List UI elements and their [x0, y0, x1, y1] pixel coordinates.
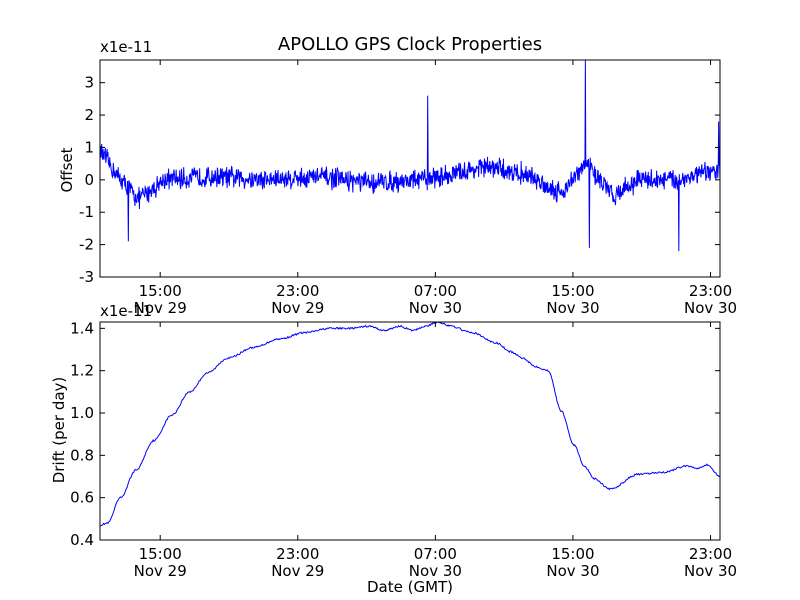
- drift-axes-frame: [99, 321, 721, 541]
- offset-panel: APOLLO GPS Clock Properties x1e-11 Offse…: [58, 34, 737, 317]
- drift-xtick-date: Nov 29: [271, 562, 324, 580]
- drift-y-axis-label: Drift (per day): [50, 377, 68, 484]
- drift-xtick-date: Nov 30: [684, 562, 737, 580]
- offset-xtick-time: 23:00: [689, 282, 732, 300]
- offset-ytick-label: -3: [79, 268, 94, 286]
- drift-xtick-time: 15:00: [551, 545, 594, 563]
- drift-panel: x1e-11 Drift (per day) Date (GMT) 0.4 0.6…: [50, 302, 737, 596]
- offset-xtick-date: Nov 29: [271, 299, 324, 317]
- offset-xtick-date: Nov 29: [134, 299, 187, 317]
- offset-xtick-time: 07:00: [414, 282, 457, 300]
- drift-xtick-date: Nov 29: [134, 562, 187, 580]
- drift-xtick-time: 23:00: [689, 545, 732, 563]
- offset-axes-frame: [99, 59, 721, 278]
- offset-ytick-label: 2: [84, 106, 94, 124]
- drift-ytick-label: 1.0: [70, 404, 94, 422]
- offset-ytick-label: -1: [79, 203, 94, 221]
- drift-xtick-date: Nov 30: [409, 562, 462, 580]
- offset-ytick-label: 1: [84, 138, 94, 156]
- drift-ytick-label: 0.4: [70, 531, 94, 549]
- drift-series-line: [100, 322, 720, 527]
- drift-xtick-time: 23:00: [276, 545, 319, 563]
- drift-ytick-label: 1.4: [70, 319, 94, 337]
- drift-x-axis-label: Date (GMT): [367, 578, 453, 596]
- offset-ytick-label: 3: [84, 74, 94, 92]
- offset-series-line: [100, 60, 720, 252]
- offset-xtick-date: Nov 30: [409, 299, 462, 317]
- drift-ytick-label: 0.8: [70, 446, 94, 464]
- offset-y-axis-label: Offset: [58, 147, 76, 192]
- drift-xtick-time: 07:00: [414, 545, 457, 563]
- offset-xtick-time: 15:00: [551, 282, 594, 300]
- offset-xtick-time: 15:00: [139, 282, 182, 300]
- offset-xtick-date: Nov 30: [684, 299, 737, 317]
- chart-title: APOLLO GPS Clock Properties: [278, 34, 542, 55]
- drift-xtick-date: Nov 30: [546, 562, 599, 580]
- offset-xtick-time: 23:00: [276, 282, 319, 300]
- offset-ytick-label: -2: [79, 236, 94, 254]
- offset-xtick-date: Nov 30: [546, 299, 599, 317]
- offset-scale-label: x1e-11: [100, 38, 152, 56]
- drift-xtick-time: 15:00: [139, 545, 182, 563]
- drift-ytick-label: 1.2: [70, 362, 94, 380]
- drift-ytick-label: 0.6: [70, 489, 94, 507]
- drift-scale-label: x1e-11: [100, 302, 152, 320]
- offset-ytick-label: 0: [84, 171, 94, 189]
